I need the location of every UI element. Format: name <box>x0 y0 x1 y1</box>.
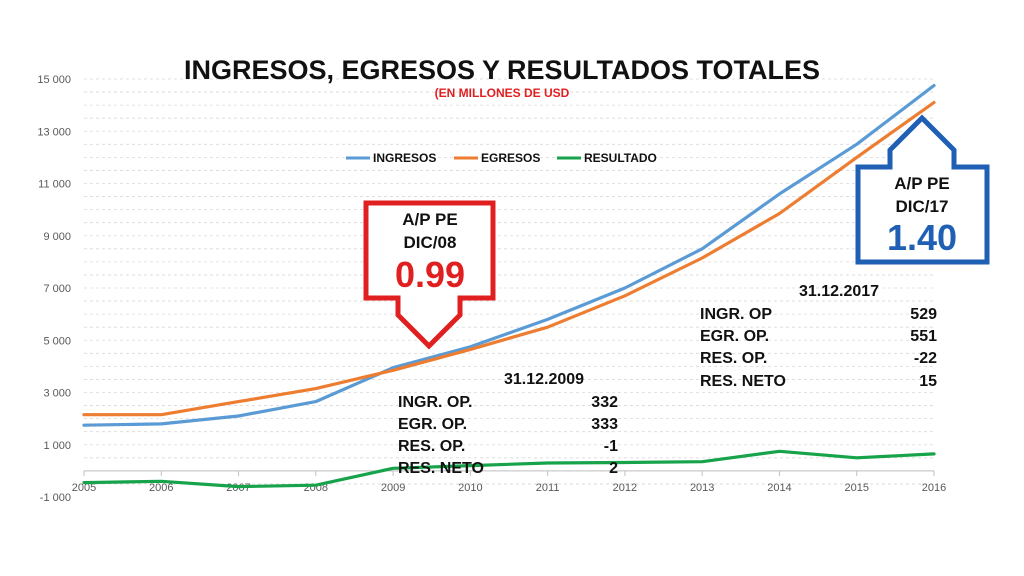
y-tick-label: -1 000 <box>40 492 71 504</box>
callout-2017-arrow <box>855 114 990 265</box>
y-tick-label: 11 000 <box>38 179 71 191</box>
table-2017-label: EGR. OP. <box>700 328 769 345</box>
table-2017-value: 15 <box>919 373 937 390</box>
legend-label: RESULTADO <box>584 151 657 165</box>
series-lines <box>82 83 936 489</box>
table-2009-value: 333 <box>591 416 618 433</box>
y-tick-label: 9 000 <box>43 231 71 243</box>
x-tick-label: 2012 <box>613 482 637 494</box>
x-axis: 2005 2006 2007 2008 2009 2010 2011 2012 2013 2014… <box>72 470 946 494</box>
table-2017-label: RES. OP. <box>700 350 767 367</box>
x-tick-label: 2010 <box>458 482 482 494</box>
table-2017-label: RES. NETO <box>700 373 786 390</box>
y-tick-label: 13 000 <box>37 126 71 138</box>
table-2017-date: 31.12.2017 <box>799 283 879 300</box>
table-2009-label: RES. NETO <box>398 460 484 477</box>
table-2009-label: INGR. OP. <box>398 394 472 411</box>
callout-2008-value: 0.99 <box>395 254 465 295</box>
x-tick-label: 2016 <box>922 482 946 494</box>
table-2017: 31.12.2017 INGR. OP 529 EGR. OP. 551 RES… <box>700 283 937 390</box>
chart-subtitle: (EN MILLONES DE USD <box>435 86 570 100</box>
callout-2008-line1: A/P PE <box>402 210 457 229</box>
callout-2017-line1: A/P PE <box>894 174 949 193</box>
legend-label: INGRESOS <box>373 151 436 165</box>
y-tick-label: 5 000 <box>43 335 71 347</box>
x-tick-label: 2015 <box>844 482 868 494</box>
x-tick-label: 2014 <box>767 482 791 494</box>
chart-title: INGRESOS, EGRESOS Y RESULTADOS TOTALES <box>184 55 820 85</box>
x-tick-label: 2006 <box>149 482 173 494</box>
y-tick-label: 1 000 <box>43 440 71 452</box>
callout-2017-value: 1.40 <box>887 217 957 258</box>
table-2009-label: RES. OP. <box>398 438 465 455</box>
y-tick-label: 7 000 <box>43 283 71 295</box>
x-tick-label: 2005 <box>72 482 96 494</box>
callout-2008: A/P PE DIC/08 0.99 <box>363 200 496 350</box>
callout-2017-line2: DIC/17 <box>896 197 949 216</box>
callout-2017: A/P PE DIC/17 1.40 <box>855 114 990 265</box>
series-line-resultado <box>82 449 936 489</box>
table-2009: 31.12.2009 INGR. OP. 332 EGR. OP. 333 RE… <box>398 371 618 477</box>
callout-2008-arrow <box>363 200 496 350</box>
x-tick-label: 2013 <box>690 482 714 494</box>
y-tick-label: 15 000 <box>37 74 71 86</box>
x-tick-label: 2009 <box>381 482 405 494</box>
y-axis: 15 000 13 000 11 000 9 000 7 000 5 000 3 000 1 … <box>37 74 71 504</box>
table-2017-value: 529 <box>910 306 937 323</box>
legend-label: EGRESOS <box>481 151 540 165</box>
table-2009-label: EGR. OP. <box>398 416 467 433</box>
table-2009-date: 31.12.2009 <box>504 371 584 388</box>
gridlines <box>84 78 934 485</box>
series-line-ingresos <box>82 83 936 427</box>
table-2017-value: 551 <box>910 328 937 345</box>
callout-2008-line2: DIC/08 <box>404 233 457 252</box>
table-2009-value: 2 <box>609 460 618 477</box>
table-2017-value: -22 <box>914 350 937 367</box>
y-tick-label: 3 000 <box>43 388 71 400</box>
x-tick-label: 2011 <box>536 482 560 494</box>
series-line-egresos <box>82 100 936 417</box>
table-2009-value: 332 <box>591 394 618 411</box>
table-2009-value: -1 <box>604 438 618 455</box>
legend: INGRESOS EGRESOS RESULTADO <box>346 151 657 165</box>
table-2017-label: INGR. OP <box>700 306 772 323</box>
